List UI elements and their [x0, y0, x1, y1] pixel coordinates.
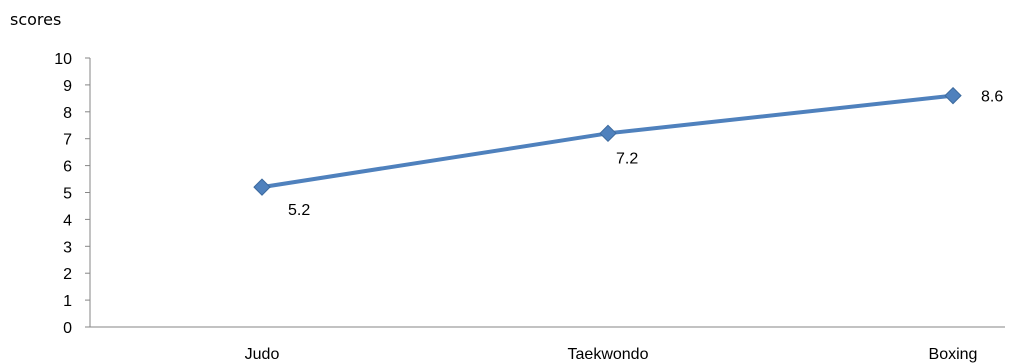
x-tick-label: Boxing	[929, 346, 978, 363]
x-axis-ticks: Judo Taekwondo Boxing	[245, 346, 978, 363]
series-group: 5.2 7.2 8.6	[253, 86, 1003, 219]
y-tick-label: 7	[63, 132, 72, 149]
y-tick-label: 5	[63, 186, 72, 203]
y-tick-label: 10	[54, 51, 72, 68]
y-tick-label: 1	[63, 293, 72, 310]
data-label: 7.2	[616, 150, 638, 167]
data-point-marker	[599, 124, 617, 143]
data-label: 8.6	[981, 89, 1003, 106]
y-tick-label: 4	[63, 212, 72, 229]
y-tick-label: 9	[63, 78, 72, 95]
x-tick-label: Judo	[245, 346, 280, 363]
x-tick-label: Taekwondo	[568, 346, 649, 363]
axes	[89, 58, 1005, 328]
y-axis-label: scores	[10, 10, 61, 29]
data-point-marker	[253, 178, 271, 196]
data-label: 5.2	[288, 202, 310, 219]
y-tick-label: 6	[63, 159, 72, 176]
y-tick-label: 8	[63, 105, 72, 122]
y-tick-label: 3	[63, 239, 72, 256]
y-tick-label: 0	[63, 320, 72, 337]
data-point-marker	[944, 86, 962, 105]
y-axis-ticks: 0 1 2 3 4 5 6 7 8 9 10	[54, 51, 90, 337]
y-tick-label: 2	[63, 266, 72, 283]
